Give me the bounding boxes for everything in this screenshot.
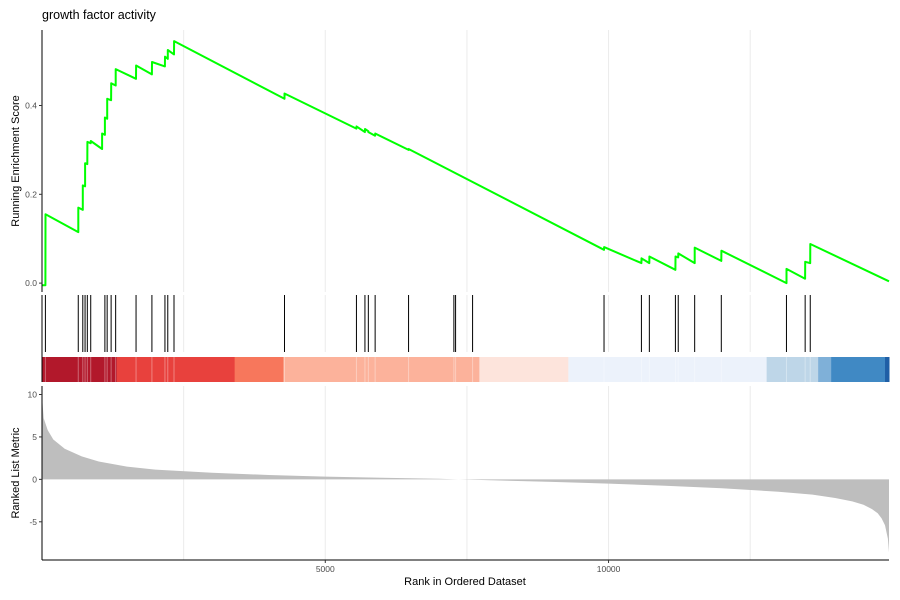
ranked-metric-grid — [183, 386, 751, 560]
color-bar-segment — [568, 357, 768, 382]
running-score-panel — [42, 40, 890, 287]
y-tick-label: -5 — [29, 517, 37, 527]
y-tick-label: 10 — [28, 389, 38, 399]
color-bar-segment — [818, 357, 832, 382]
color-bar-segment — [831, 357, 886, 382]
color-bar-segment — [116, 357, 236, 382]
y-tick-label: 0.4 — [25, 100, 37, 110]
color-bar-segment — [479, 357, 569, 382]
rank-color-bar — [42, 357, 890, 382]
x-axis-title: Rank in Ordered Dataset — [404, 576, 526, 588]
axis-ticks: 0.0 0.2 0.4 10 5 0 -5 5000 10000 — [25, 100, 620, 574]
y-axis-title-running-score: Running Enrichment Score — [10, 95, 22, 226]
ranked-metric-area — [42, 396, 889, 553]
y-tick-label: 5 — [32, 432, 37, 442]
axis-lines — [41, 30, 889, 561]
y-tick-label: 0.0 — [25, 278, 37, 288]
hits-grid — [183, 295, 751, 352]
x-tick-label: 5000 — [316, 564, 335, 574]
y-tick-label: 0.2 — [25, 189, 37, 199]
x-tick-label: 10000 — [597, 564, 621, 574]
running-score-line — [42, 40, 890, 287]
hits-panel — [44, 295, 811, 352]
color-bar-segment — [885, 357, 890, 382]
color-bar-segment — [234, 357, 284, 382]
ranked-metric-panel — [42, 396, 889, 553]
color-bar-segment — [283, 357, 480, 382]
running-score-grid — [183, 30, 751, 292]
y-tick-label: 0 — [32, 474, 37, 484]
color-bar-segment — [42, 357, 118, 382]
chart-title: growth factor activity — [42, 8, 156, 22]
color-bar-segment — [766, 357, 819, 382]
y-axis-title-ranked-metric: Ranked List Metric — [10, 427, 22, 519]
